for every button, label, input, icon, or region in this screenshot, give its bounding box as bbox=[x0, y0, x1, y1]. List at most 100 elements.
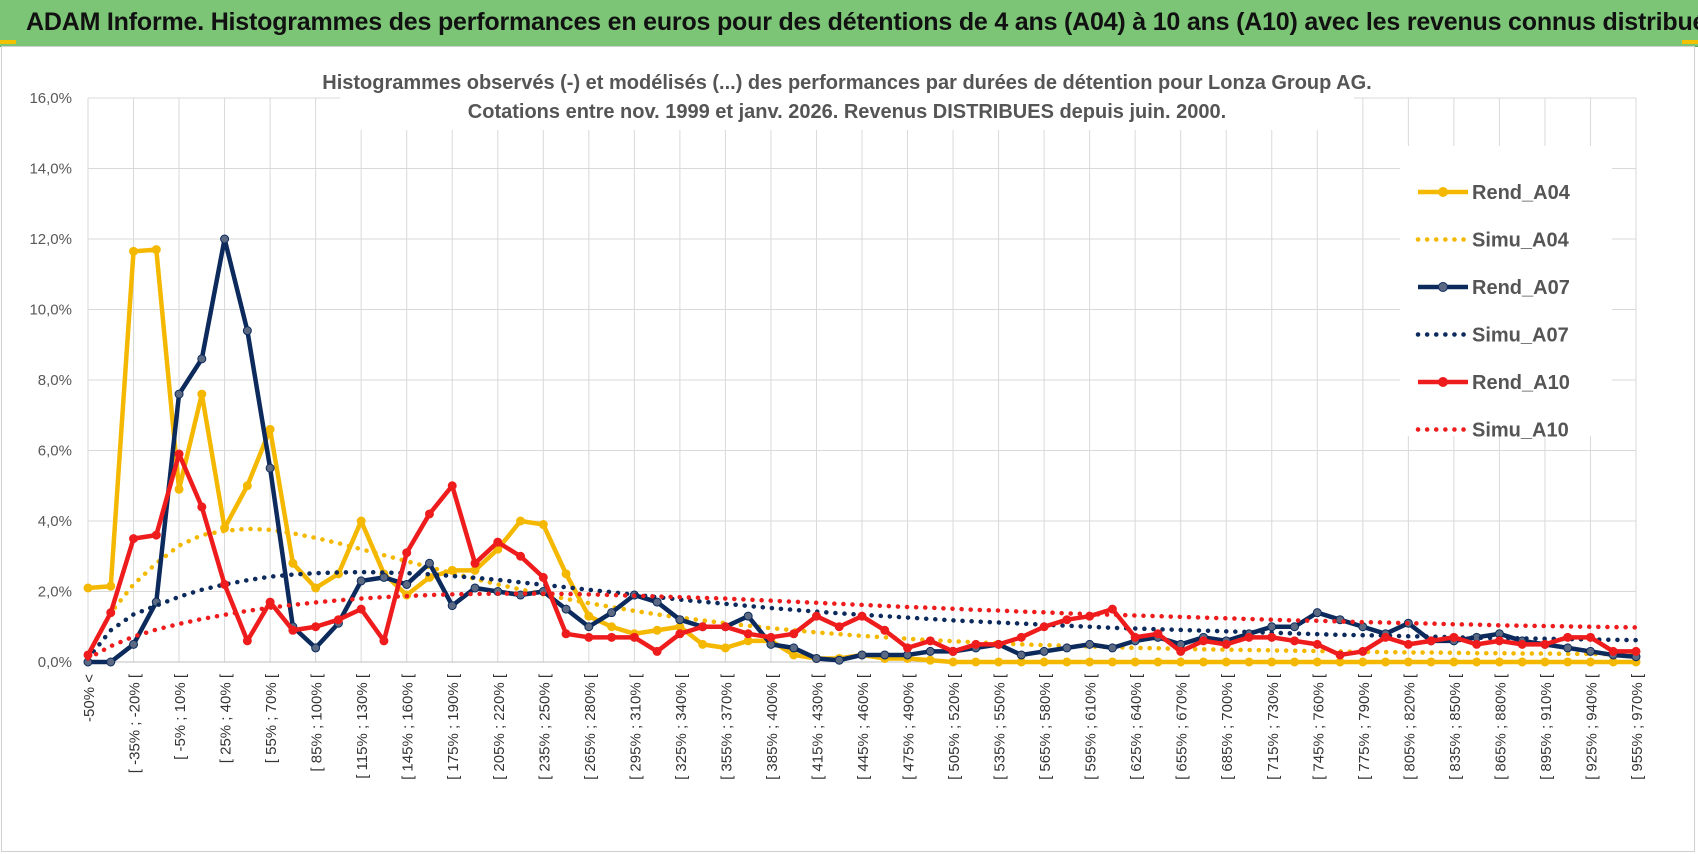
data-point bbox=[288, 558, 298, 568]
data-point bbox=[1039, 646, 1049, 656]
data-point bbox=[1426, 657, 1436, 667]
data-point bbox=[903, 643, 913, 653]
data-point bbox=[1107, 643, 1117, 653]
data-point bbox=[925, 636, 935, 646]
data-point bbox=[925, 655, 935, 665]
legend-entry: Simu_A10 bbox=[1415, 420, 1569, 442]
x-tick-label: [ 625% ; 640% [ bbox=[1128, 673, 1145, 780]
data-point bbox=[220, 579, 230, 589]
data-point bbox=[151, 530, 161, 540]
data-point bbox=[1381, 632, 1391, 642]
banner-corner-accent-left bbox=[0, 40, 16, 44]
data-point bbox=[857, 650, 867, 660]
data-point bbox=[174, 389, 184, 399]
data-point bbox=[1221, 639, 1231, 649]
data-point bbox=[561, 604, 571, 614]
data-point bbox=[129, 639, 139, 649]
data-point bbox=[1153, 657, 1163, 667]
data-point bbox=[311, 583, 321, 593]
data-point bbox=[1381, 657, 1391, 667]
data-point bbox=[197, 502, 207, 512]
x-tick-label: [ 145% ; 160% [ bbox=[400, 673, 417, 780]
legend-entry: Rend_A04 bbox=[1418, 182, 1571, 204]
data-point bbox=[629, 632, 639, 642]
data-point bbox=[129, 246, 139, 256]
data-point bbox=[1335, 650, 1345, 660]
data-point bbox=[379, 636, 389, 646]
series-line bbox=[85, 591, 1639, 661]
performance-histogram-chart: 0,0% 2,0% 4,0% 6,0% 8,0% 10,0% 12,0% 14,0% 16,0%… bbox=[29, 64, 1646, 780]
x-tick-label: [ 685% ; 700% [ bbox=[1219, 673, 1236, 780]
data-point bbox=[1153, 629, 1163, 639]
chart-title-line-1: Histogrammes observés (-) et modélisés (… bbox=[322, 72, 1371, 94]
data-point bbox=[129, 534, 139, 544]
data-point bbox=[1494, 636, 1504, 646]
legend-label: Simu_A07 bbox=[1472, 325, 1569, 347]
data-point bbox=[1312, 657, 1322, 667]
data-point bbox=[447, 481, 457, 491]
data-point bbox=[242, 481, 252, 491]
data-point bbox=[242, 326, 252, 336]
data-point bbox=[880, 650, 890, 660]
data-point bbox=[1312, 639, 1322, 649]
data-point bbox=[106, 657, 116, 667]
data-point bbox=[834, 655, 844, 665]
x-tick-label: [ 325% ; 340% [ bbox=[673, 673, 690, 780]
data-point bbox=[1426, 636, 1436, 646]
data-point bbox=[652, 597, 662, 607]
data-point bbox=[1016, 632, 1026, 642]
data-point bbox=[880, 625, 890, 635]
data-point bbox=[675, 629, 685, 639]
data-point bbox=[857, 611, 867, 621]
data-point bbox=[106, 581, 116, 591]
x-tick-label: [ 175% ; 190% [ bbox=[445, 673, 462, 780]
legend-entry: Rend_A10 bbox=[1418, 372, 1570, 394]
y-tick-label: 14,0% bbox=[29, 161, 72, 178]
data-point bbox=[948, 657, 958, 667]
data-point bbox=[265, 424, 275, 434]
data-point bbox=[1563, 632, 1573, 642]
chart-legend: Rend_A04 Simu_A04 Rend_A07 Simu_A07 Rend_A10… bbox=[1400, 146, 1612, 442]
data-point bbox=[584, 611, 594, 621]
data-point bbox=[1312, 608, 1322, 618]
legend-label: Simu_A10 bbox=[1472, 420, 1569, 442]
legend-background bbox=[1400, 146, 1612, 436]
data-point bbox=[1290, 636, 1300, 646]
data-point bbox=[971, 657, 981, 667]
data-point bbox=[1403, 657, 1413, 667]
series-rend-a07 bbox=[83, 234, 1641, 667]
data-point bbox=[1472, 639, 1482, 649]
x-tick-label: [ 55% ; 70% [ bbox=[263, 673, 280, 763]
data-point bbox=[607, 632, 617, 642]
chart-title-line-2: Cotations entre nov. 1999 et janv. 2026.… bbox=[468, 101, 1226, 123]
data-point bbox=[402, 579, 412, 589]
data-point bbox=[516, 551, 526, 561]
data-point bbox=[424, 558, 434, 568]
legend-marker bbox=[1438, 377, 1448, 387]
y-tick-label: 0,0% bbox=[38, 654, 72, 671]
data-point bbox=[698, 622, 708, 632]
x-tick-label: [ 955% ; 970% [ bbox=[1629, 673, 1646, 780]
data-point bbox=[106, 608, 116, 618]
series-simu-a04 bbox=[85, 526, 1639, 658]
data-point bbox=[311, 643, 321, 653]
data-point bbox=[470, 583, 480, 593]
legend-label: Rend_A07 bbox=[1472, 277, 1570, 299]
data-point bbox=[607, 608, 617, 618]
x-tick-label: [ 475% ; 490% [ bbox=[901, 673, 918, 780]
data-point bbox=[1585, 632, 1595, 642]
data-point bbox=[1244, 657, 1254, 667]
data-point bbox=[1130, 632, 1140, 642]
y-tick-label: 10,0% bbox=[29, 302, 72, 319]
data-point bbox=[151, 245, 161, 255]
legend-label: Rend_A10 bbox=[1472, 372, 1570, 394]
data-point bbox=[1267, 657, 1277, 667]
data-point bbox=[811, 653, 821, 663]
x-tick-label: [ 805% ; 820% [ bbox=[1401, 673, 1418, 780]
data-point bbox=[1290, 622, 1300, 632]
legend-entry: Rend_A07 bbox=[1418, 277, 1570, 299]
data-point bbox=[1449, 632, 1459, 642]
series-line bbox=[85, 526, 1639, 658]
data-point bbox=[516, 516, 526, 526]
data-point bbox=[948, 646, 958, 656]
